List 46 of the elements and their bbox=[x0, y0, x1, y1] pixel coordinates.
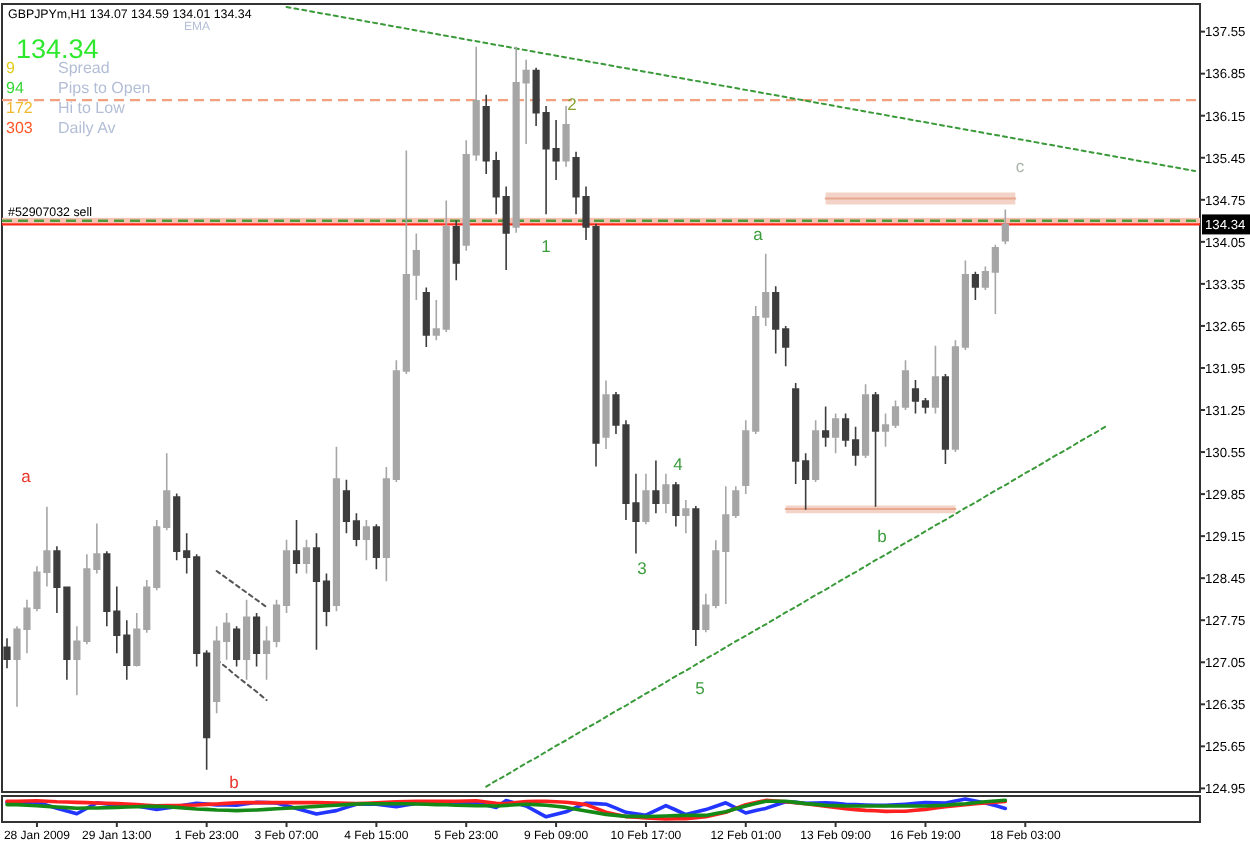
annotation: Daily Av bbox=[58, 119, 116, 137]
annotation: 3 bbox=[637, 558, 648, 578]
candlestick bbox=[372, 523, 380, 570]
candlestick bbox=[642, 472, 650, 525]
annotation: 5 bbox=[695, 678, 706, 698]
annotation: Spread bbox=[58, 59, 110, 77]
line-series bbox=[215, 569, 268, 609]
annotation: b bbox=[229, 772, 240, 792]
candlestick bbox=[662, 472, 670, 515]
candlestick bbox=[233, 625, 241, 668]
candlestick bbox=[832, 412, 840, 455]
annotation: 94 bbox=[6, 79, 25, 97]
annotation: a bbox=[21, 466, 32, 486]
candlestick bbox=[422, 286, 430, 348]
candlestick bbox=[672, 481, 680, 528]
annotation: 1 bbox=[541, 236, 552, 256]
annotation: 4 bbox=[673, 454, 684, 474]
candlestick bbox=[682, 499, 690, 534]
candlestick bbox=[362, 519, 370, 561]
candlestick bbox=[971, 271, 979, 301]
annotation: b bbox=[877, 526, 888, 546]
candlestick bbox=[931, 344, 940, 415]
annotation: c bbox=[1015, 156, 1026, 176]
candlestick bbox=[871, 391, 880, 508]
candlestick bbox=[562, 105, 570, 168]
annotation: Hi to Low bbox=[58, 99, 126, 117]
candlestick bbox=[812, 419, 820, 483]
line-series bbox=[285, 6, 1197, 172]
candlestick bbox=[822, 405, 830, 448]
line-series bbox=[485, 425, 1107, 788]
annotation: 9 bbox=[6, 59, 16, 77]
annotation: 303 bbox=[6, 119, 34, 137]
annotation: 172 bbox=[6, 99, 34, 117]
annotation: 2 bbox=[567, 94, 578, 114]
candlestick bbox=[292, 519, 301, 575]
annotation: 134.34 bbox=[16, 34, 100, 64]
candlestick bbox=[302, 538, 311, 575]
candlestick bbox=[602, 379, 610, 450]
candlestick bbox=[452, 219, 460, 282]
line-series bbox=[215, 658, 268, 702]
candlestick bbox=[692, 505, 700, 647]
candlestick bbox=[242, 599, 251, 681]
annotation: Pips to Open bbox=[58, 79, 151, 97]
candlestick bbox=[652, 459, 660, 515]
annotation: a bbox=[753, 224, 764, 244]
candlestick bbox=[252, 612, 261, 668]
